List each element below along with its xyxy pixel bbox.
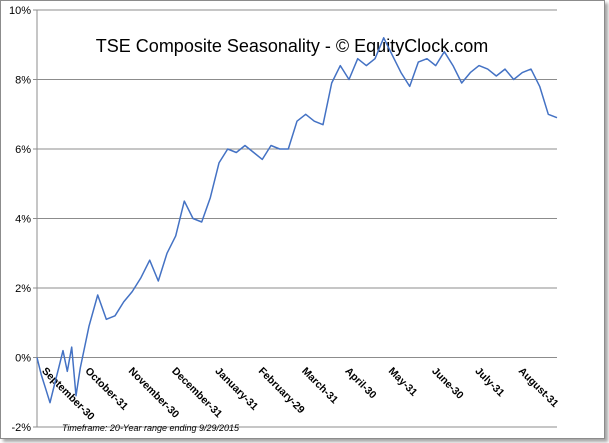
x-tick-label: June-30 [429,365,466,402]
y-tick-label: 2% [15,283,31,295]
plot-area [36,37,558,404]
x-tick-label: July-31 [473,365,507,399]
y-tick-label: 6% [15,144,31,156]
x-tick-label: May-31 [386,365,420,399]
y-tick-label: 4% [15,214,31,226]
timeframe-footnote: Timeframe: 20-Year range ending 9/29/201… [62,423,240,433]
series-line [36,37,558,404]
y-tick-label: 8% [15,75,31,87]
y-axis-ticks: 10% 8% 6% 4% 2% 0% -2% [9,5,37,434]
chart-title: TSE Composite Seasonality - © EquityCloc… [96,36,488,56]
x-axis-ticks: September-30October-31November-30Decembe… [39,365,561,423]
x-tick-label: April-30 [343,365,379,401]
x-tick-label: March-31 [299,365,340,406]
y-tick-label: -2% [11,422,31,434]
grid-lines [36,9,557,428]
y-tick-label: 0% [15,353,31,365]
y-tick-label: 10% [9,5,31,17]
x-tick-label: August-31 [516,365,561,410]
